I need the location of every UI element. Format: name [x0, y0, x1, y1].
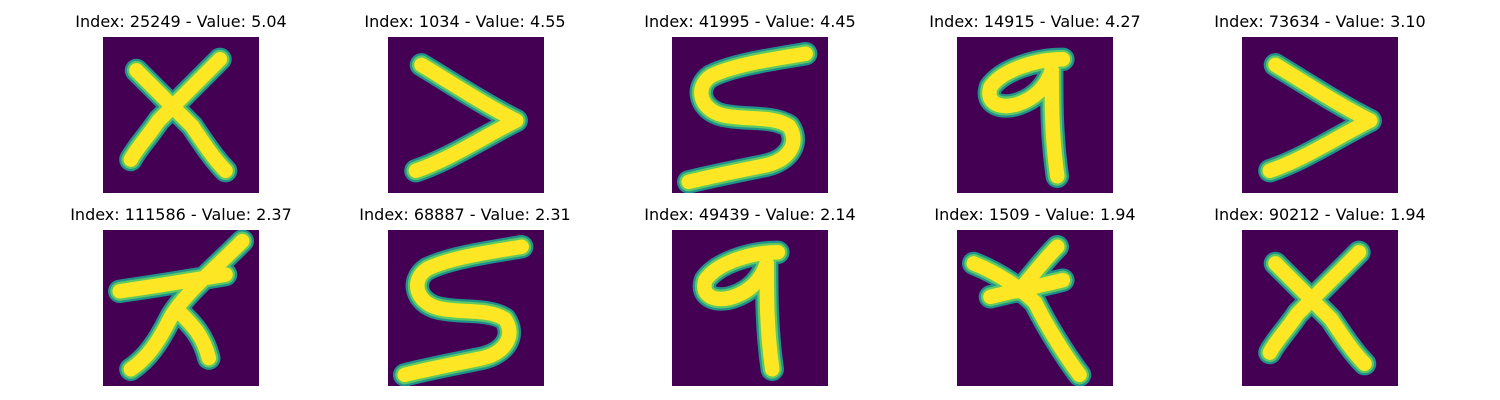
digit-svg	[103, 37, 259, 193]
panel-6: Index: 111586 - Value: 2.37	[31, 203, 331, 393]
panel-10: Index: 90212 - Value: 1.94	[1170, 203, 1470, 393]
panel-1: Index: 25249 - Value: 5.04	[31, 10, 331, 200]
panel-3: Index: 41995 - Value: 4.45	[600, 10, 900, 200]
panel-title: Index: 90212 - Value: 1.94	[1214, 205, 1426, 224]
digit-image	[957, 230, 1113, 386]
stroke-core	[1262, 245, 1367, 360]
digit-svg	[103, 230, 259, 386]
stroke-core	[982, 52, 1071, 114]
stroke-core	[129, 63, 233, 178]
stroke-core	[1268, 57, 1378, 128]
stroke-core	[1262, 113, 1378, 178]
digit-image	[103, 37, 259, 193]
digit-svg	[1242, 230, 1398, 386]
panel-title: Index: 73634 - Value: 3.10	[1214, 12, 1426, 31]
digit-svg	[672, 230, 828, 386]
panel-title: Index: 49439 - Value: 2.14	[644, 205, 856, 224]
digit-svg	[1242, 37, 1398, 193]
panel-2: Index: 1034 - Value: 4.55	[315, 10, 615, 200]
panel-title: Index: 25249 - Value: 5.04	[75, 12, 287, 31]
panel-title: Index: 68887 - Value: 2.31	[359, 205, 571, 224]
stroke-core	[983, 272, 1071, 305]
digit-image	[1242, 37, 1398, 193]
digit-svg	[672, 37, 828, 193]
digit-image	[388, 230, 544, 386]
digit-image	[672, 230, 828, 386]
digit-svg	[388, 230, 544, 386]
panel-7: Index: 68887 - Value: 2.31	[315, 203, 615, 393]
digit-image	[388, 37, 544, 193]
panel-5: Index: 73634 - Value: 3.10	[1170, 10, 1470, 200]
stroke-core	[1044, 63, 1065, 184]
panel-title: Index: 1034 - Value: 4.55	[364, 12, 566, 31]
panel-title: Index: 14915 - Value: 4.27	[929, 12, 1141, 31]
panel-title: Index: 111586 - Value: 2.37	[70, 205, 292, 224]
panel-8: Index: 49439 - Value: 2.14	[600, 203, 900, 393]
panel-4: Index: 14915 - Value: 4.27	[885, 10, 1185, 200]
stroke-core	[123, 233, 250, 377]
stroke-core	[397, 239, 529, 383]
panel-9: Index: 1509 - Value: 1.94	[885, 203, 1185, 393]
digit-svg	[957, 230, 1113, 386]
digit-image	[103, 230, 259, 386]
panel-title: Index: 41995 - Value: 4.45	[644, 12, 856, 31]
stroke-core	[173, 306, 217, 366]
digit-svg	[957, 37, 1113, 193]
stroke-core	[414, 57, 524, 128]
digit-image	[957, 37, 1113, 193]
stroke-core	[697, 245, 786, 307]
stroke-core	[1027, 295, 1087, 383]
stroke-core	[123, 52, 228, 167]
digit-svg	[388, 37, 544, 193]
stroke-core	[759, 256, 780, 377]
digit-image	[672, 37, 828, 193]
digit-image	[1242, 230, 1398, 386]
stroke-core	[1268, 256, 1372, 371]
stroke-core	[681, 46, 813, 190]
panel-title: Index: 1509 - Value: 1.94	[934, 205, 1136, 224]
stroke-core	[408, 113, 524, 178]
